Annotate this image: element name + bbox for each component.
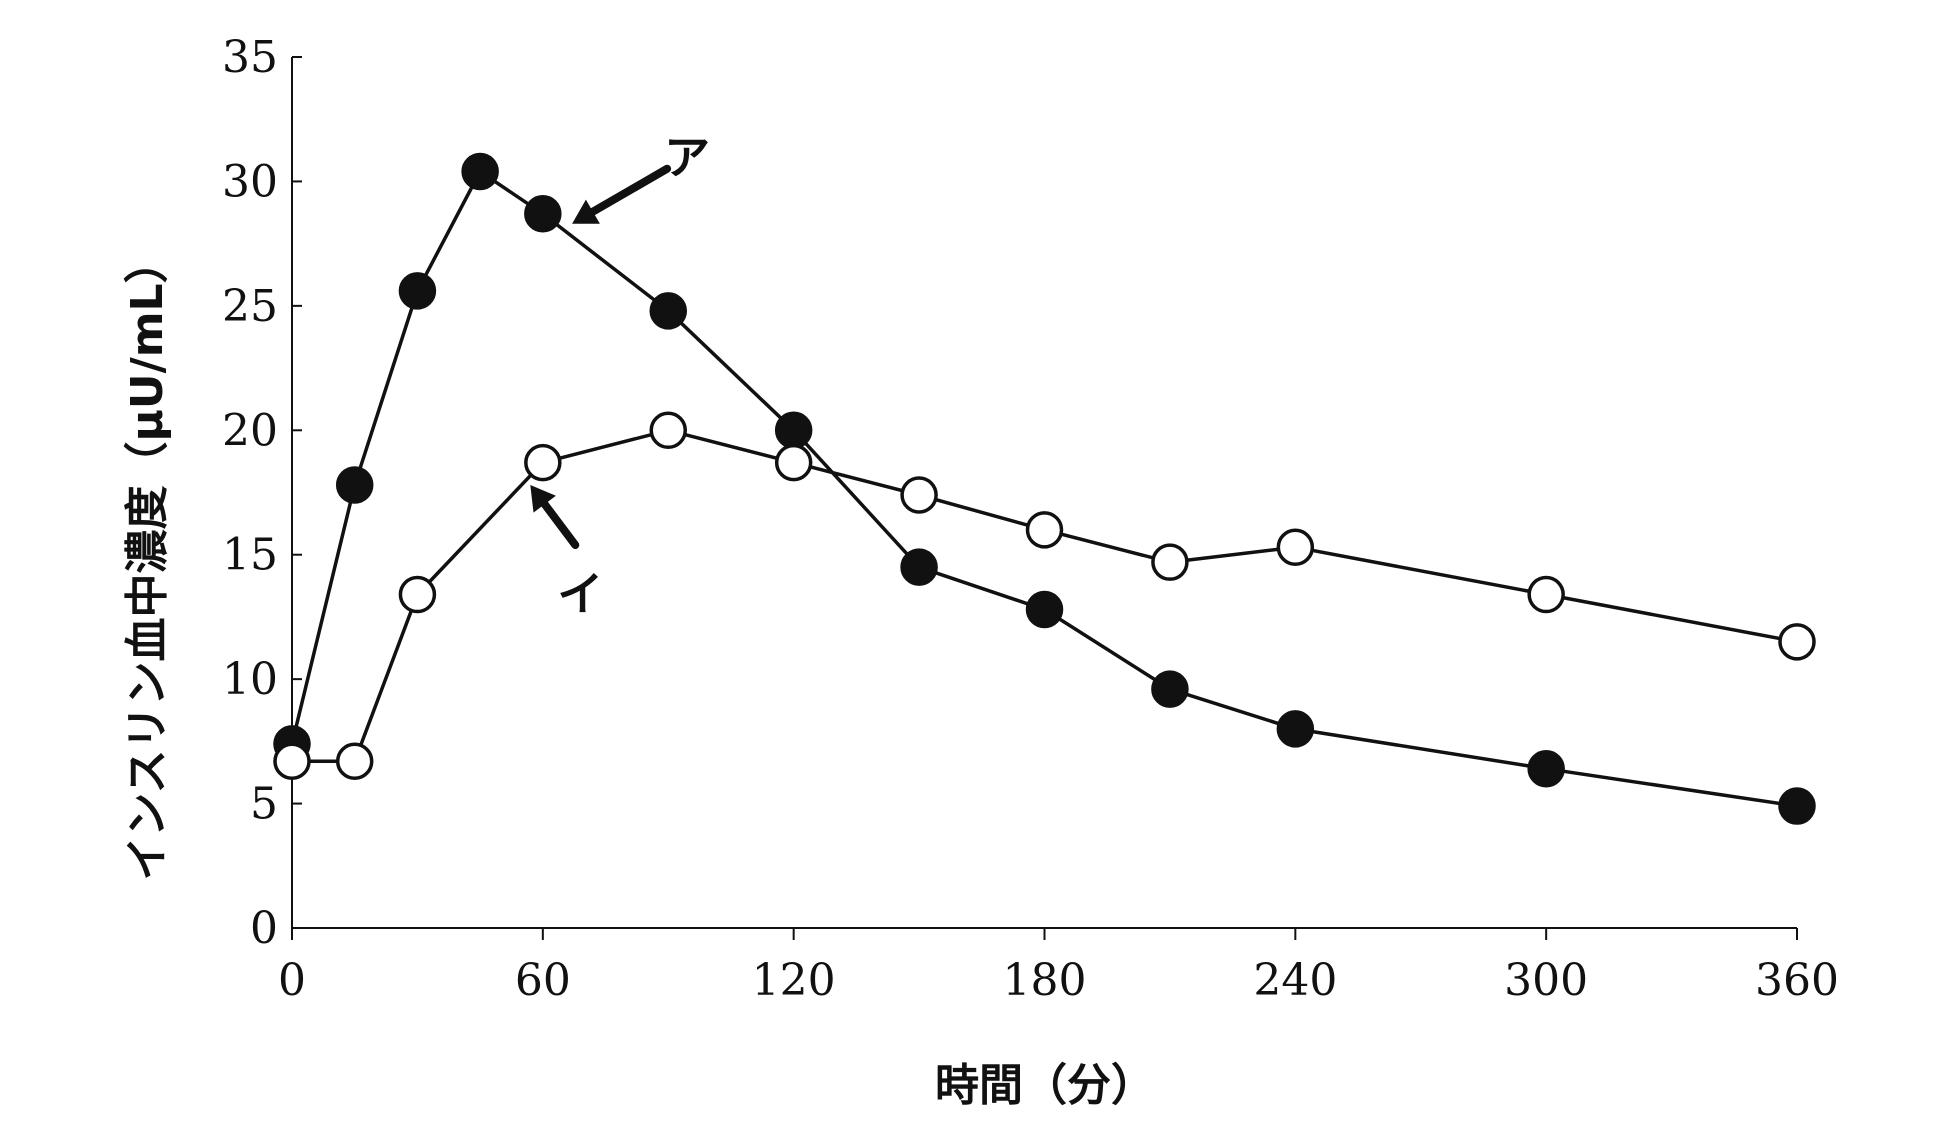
series-1-point [1778,787,1816,825]
annotation-arrow-head [572,199,600,224]
y-tick-label: 0 [250,903,278,954]
y-tick-label: 15 [222,530,278,581]
x-tick-label: 60 [515,955,571,1006]
series-2-point [1527,575,1565,614]
series-1-point [774,411,813,450]
series-2-point [335,742,374,781]
y-tick-label: 25 [222,281,278,332]
series-2-point [1276,528,1315,566]
x-tick-label: 300 [1504,955,1588,1006]
series-2-point [1778,623,1816,661]
series-1-point [1151,670,1189,708]
series-2-point [900,476,938,514]
x-tick-label: 360 [1755,955,1839,1006]
annotation-arrow-shaft [540,500,580,550]
series-1-point [335,466,374,504]
series-2-point [398,575,437,614]
series-2-point [774,443,813,482]
x-tick-label: 180 [1003,955,1087,1006]
y-tick-label: 35 [222,32,278,83]
y-tick-label: 10 [222,654,278,705]
series-2-point [649,411,687,450]
series-2-line [292,428,1798,764]
annotation-label: イ [557,567,603,621]
series-2-point [1025,511,1064,549]
x-tick-label: 240 [1253,955,1337,1006]
series-2-point [273,742,311,781]
series-1-point [1025,590,1064,629]
series-1-point [1276,710,1315,748]
series-1-point [398,272,437,310]
series-1-point [900,548,938,586]
annotations-layer: アイ [530,131,710,621]
y-tick-label: 30 [222,156,278,207]
series-layer [273,152,1816,825]
series-2-point [1151,543,1189,581]
annotation-label: ア [664,131,710,185]
axes: 0 5 10 15 20 25 30 35 0 60 120 180 240 300 360 [222,32,1839,1006]
series-1-point [1527,749,1565,788]
annotation-arrow-shaft [588,164,672,216]
annotation-arrow-head [530,485,556,513]
y-tick-label: 5 [250,779,278,830]
x-axis-title: 時間（分） [935,1060,1155,1111]
series-1-point [524,195,562,233]
x-tick-label: 0 [278,955,306,1006]
series-2-point [524,443,562,482]
series-1-point [649,292,687,330]
series-1-point [461,152,499,191]
y-tick-label: 20 [222,405,278,456]
x-tick-label: 120 [752,955,836,1006]
y-axis-title: インスリン血中濃度（μU/mL） [122,239,173,880]
